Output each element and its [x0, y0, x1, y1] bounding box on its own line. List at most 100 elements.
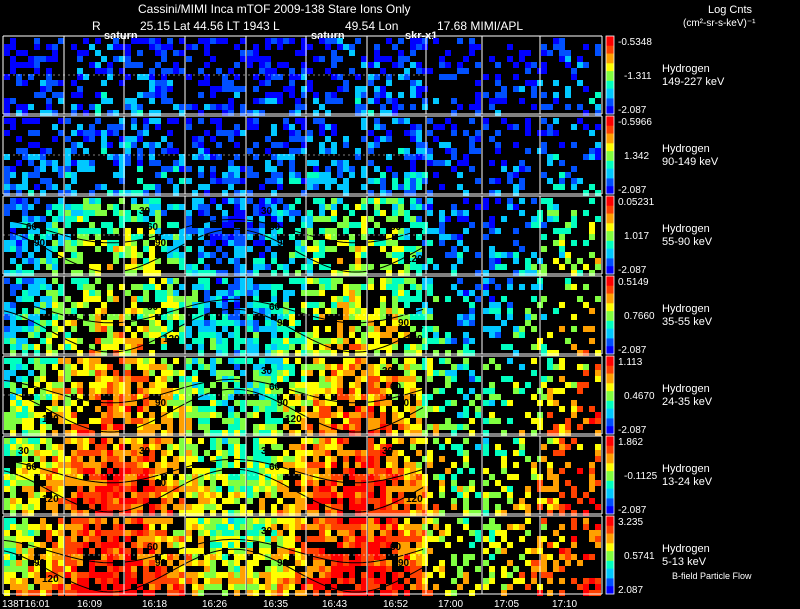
heatmap-cell: [392, 450, 398, 456]
heatmap-cell: [131, 264, 137, 270]
heatmap-cell: [186, 424, 192, 430]
heatmap-cell: [22, 406, 28, 412]
heatmap-cell: [547, 216, 553, 222]
heatmap-cell: [247, 190, 253, 196]
heatmap-cell: [234, 462, 240, 468]
heatmap-cell: [380, 314, 386, 320]
heatmap-cell: [131, 234, 137, 240]
colorbar-segment: [606, 449, 614, 453]
heatmap-cell: [277, 406, 283, 412]
heatmap-cell: [89, 480, 95, 486]
heatmap-cell: [46, 184, 52, 190]
heatmap-cell: [416, 450, 422, 456]
heatmap-cell: [173, 492, 179, 498]
heatmap-cell: [583, 264, 589, 270]
heatmap-cell: [22, 110, 28, 116]
heatmap-cell: [228, 388, 234, 394]
heatmap-cell: [313, 388, 319, 394]
heatmap-cell: [179, 204, 185, 210]
heatmap-cell: [495, 450, 501, 456]
heatmap-cell: [113, 584, 119, 590]
heatmap-cell: [143, 246, 149, 252]
colorbar-segment: [606, 297, 614, 300]
heatmap-cell: [386, 332, 392, 338]
heatmap-cell: [368, 492, 374, 498]
heatmap-cell: [77, 456, 83, 462]
heatmap-cell: [216, 554, 222, 560]
heatmap-cell: [113, 370, 119, 376]
heatmap-cell: [52, 548, 58, 554]
heatmap-cell: [422, 504, 428, 510]
heatmap-cell: [277, 578, 283, 584]
heatmap-cell: [16, 376, 22, 382]
heatmap-cell: [313, 486, 319, 492]
heatmap-cell: [271, 486, 277, 492]
heatmap-cell: [577, 444, 583, 450]
heatmap-cell: [186, 222, 192, 228]
heatmap-cell: [71, 468, 77, 474]
heatmap-cell: [10, 344, 16, 350]
heatmap-cell: [361, 536, 367, 542]
heatmap-cell: [559, 264, 565, 270]
heatmap-cell: [22, 450, 28, 456]
heatmap-cell: [83, 364, 89, 370]
heatmap-cell: [525, 320, 531, 326]
heatmap-cell: [4, 572, 10, 578]
heatmap-cell: [204, 210, 210, 216]
heatmap-cell: [161, 468, 167, 474]
heatmap-cell: [343, 160, 349, 166]
heatmap-cell: [119, 554, 125, 560]
heatmap-cell: [71, 412, 77, 418]
heatmap-cell: [186, 344, 192, 350]
heatmap-cell: [65, 246, 71, 252]
heatmap-cell: [595, 258, 601, 264]
heatmap-cell: [222, 388, 228, 394]
heatmap-cell: [247, 480, 253, 486]
heatmap-cell: [222, 590, 228, 596]
heatmap-cell: [179, 332, 185, 338]
heatmap-cell: [65, 358, 71, 364]
contour-label: 30: [382, 366, 394, 377]
heatmap-cell: [186, 456, 192, 462]
heatmap-cell: [343, 418, 349, 424]
heatmap-cell: [210, 56, 216, 62]
heatmap-cell: [10, 184, 16, 190]
heatmap-cell: [101, 498, 107, 504]
heatmap-cell: [277, 160, 283, 166]
heatmap-cell: [355, 376, 361, 382]
heatmap-cell: [368, 364, 374, 370]
heatmap-cell: [58, 518, 64, 524]
heatmap-cell: [28, 438, 34, 444]
heatmap-cell: [525, 382, 531, 388]
heatmap-cell: [58, 480, 64, 486]
heatmap-cell: [531, 62, 537, 68]
heatmap-cell: [277, 554, 283, 560]
heatmap-cell: [553, 184, 559, 190]
heatmap-cell: [204, 504, 210, 510]
heatmap-cell: [222, 172, 228, 178]
heatmap-cell: [513, 184, 519, 190]
heatmap-cell: [307, 566, 313, 572]
heatmap-cell: [410, 376, 416, 382]
heatmap-cell: [234, 338, 240, 344]
heatmap-cell: [216, 578, 222, 584]
heatmap-cell: [71, 584, 77, 590]
heatmap-cell: [368, 382, 374, 388]
heatmap-cell: [173, 358, 179, 364]
heatmap-cell: [28, 400, 34, 406]
heatmap-cell: [10, 566, 16, 572]
chart-title: Cassini/MIMI Inca mTOF 2009-138 Stare Io…: [138, 2, 411, 16]
heatmap-cell: [422, 38, 428, 44]
heatmap-cell: [531, 314, 537, 320]
heatmap-cell: [404, 184, 410, 190]
heatmap-cell: [46, 98, 52, 104]
heatmap-cell: [173, 252, 179, 258]
heatmap-cell: [52, 124, 58, 130]
heatmap-cell: [445, 296, 451, 302]
heatmap-cell: [463, 190, 469, 196]
heatmap-cell: [325, 326, 331, 332]
heatmap-cell: [553, 228, 559, 234]
heatmap-cell: [234, 424, 240, 430]
heatmap-cell: [95, 444, 101, 450]
heatmap-cell: [234, 412, 240, 418]
